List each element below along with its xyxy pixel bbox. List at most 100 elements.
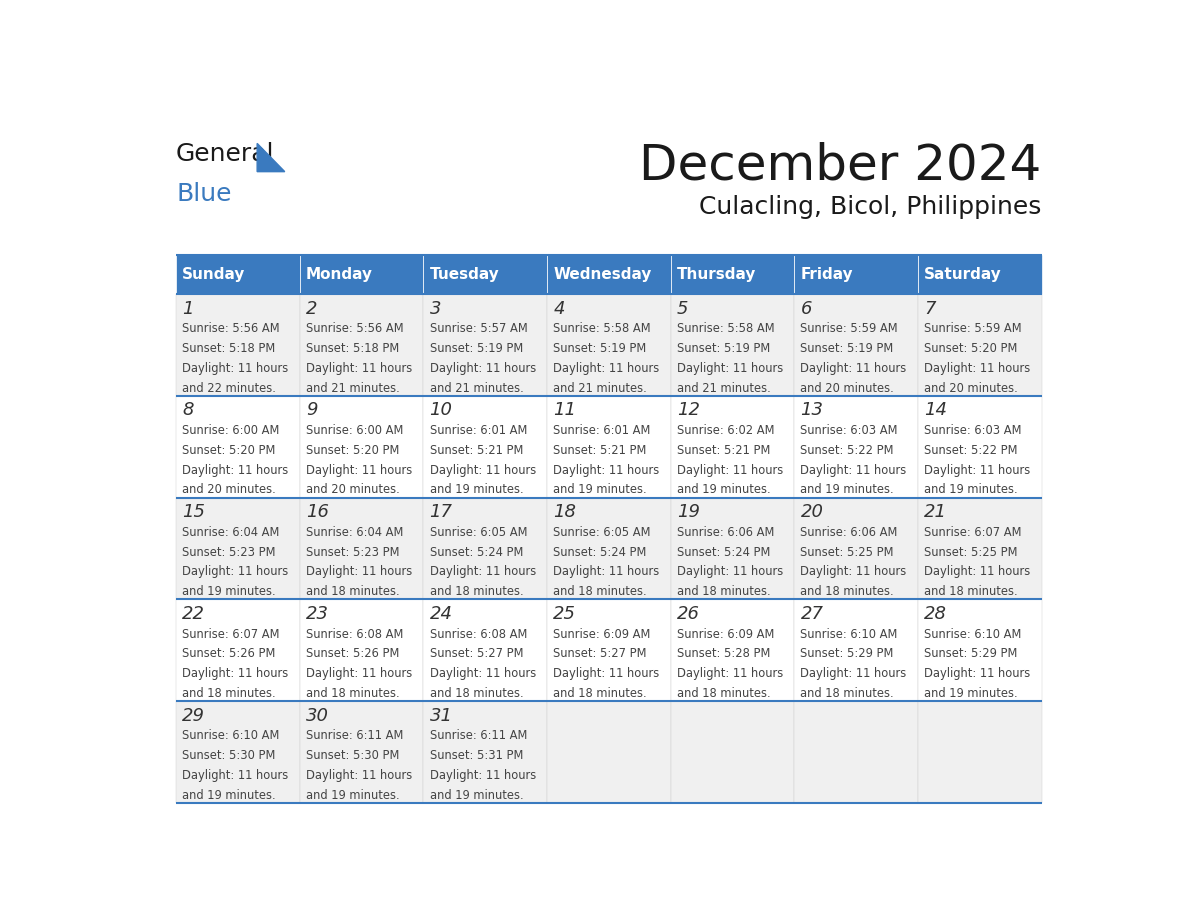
Text: and 18 minutes.: and 18 minutes.: [307, 585, 399, 599]
Text: 6: 6: [801, 299, 811, 318]
Text: Daylight: 11 hours: Daylight: 11 hours: [677, 464, 783, 476]
Text: Sunset: 5:18 PM: Sunset: 5:18 PM: [182, 342, 276, 355]
Text: Daylight: 11 hours: Daylight: 11 hours: [924, 464, 1030, 476]
Bar: [795, 498, 918, 599]
Bar: [423, 701, 546, 803]
Text: 20: 20: [801, 503, 823, 521]
Text: 13: 13: [801, 401, 823, 420]
Text: Daylight: 11 hours: Daylight: 11 hours: [307, 565, 412, 578]
Text: 28: 28: [924, 605, 947, 623]
Bar: [176, 701, 299, 803]
Text: 3: 3: [430, 299, 441, 318]
Bar: [918, 498, 1042, 599]
Bar: [546, 599, 671, 701]
Text: Sunrise: 6:03 AM: Sunrise: 6:03 AM: [924, 424, 1022, 437]
Bar: [299, 396, 423, 498]
Text: and 20 minutes.: and 20 minutes.: [307, 484, 399, 497]
Bar: [176, 294, 299, 396]
Text: Sunrise: 6:09 AM: Sunrise: 6:09 AM: [677, 628, 775, 641]
Text: Sunset: 5:30 PM: Sunset: 5:30 PM: [182, 749, 276, 762]
Text: Sunset: 5:31 PM: Sunset: 5:31 PM: [430, 749, 523, 762]
Text: Daylight: 11 hours: Daylight: 11 hours: [677, 362, 783, 375]
Text: Sunset: 5:23 PM: Sunset: 5:23 PM: [307, 545, 399, 558]
Text: 4: 4: [554, 299, 564, 318]
Text: Sunset: 5:19 PM: Sunset: 5:19 PM: [801, 342, 893, 355]
Text: and 19 minutes.: and 19 minutes.: [430, 789, 523, 801]
Text: 19: 19: [677, 503, 700, 521]
Text: Sunrise: 6:01 AM: Sunrise: 6:01 AM: [430, 424, 527, 437]
Bar: [795, 396, 918, 498]
Text: Daylight: 11 hours: Daylight: 11 hours: [307, 362, 412, 375]
Text: Sunrise: 6:08 AM: Sunrise: 6:08 AM: [307, 628, 403, 641]
Text: Sunrise: 6:05 AM: Sunrise: 6:05 AM: [430, 526, 527, 539]
Text: Sunrise: 6:07 AM: Sunrise: 6:07 AM: [182, 628, 280, 641]
Text: 12: 12: [677, 401, 700, 420]
Text: 7: 7: [924, 299, 936, 318]
Text: Daylight: 11 hours: Daylight: 11 hours: [554, 464, 659, 476]
Text: and 18 minutes.: and 18 minutes.: [430, 687, 523, 700]
Text: Sunrise: 6:10 AM: Sunrise: 6:10 AM: [924, 628, 1022, 641]
Text: 27: 27: [801, 605, 823, 623]
Text: Saturday: Saturday: [924, 267, 1001, 282]
Text: Sunrise: 5:59 AM: Sunrise: 5:59 AM: [801, 322, 898, 335]
Text: Sunrise: 6:00 AM: Sunrise: 6:00 AM: [182, 424, 279, 437]
Bar: [671, 396, 795, 498]
Text: Thursday: Thursday: [677, 267, 757, 282]
Text: Sunset: 5:20 PM: Sunset: 5:20 PM: [182, 443, 276, 457]
Text: and 19 minutes.: and 19 minutes.: [677, 484, 771, 497]
Bar: [423, 599, 546, 701]
Text: Sunrise: 6:00 AM: Sunrise: 6:00 AM: [307, 424, 403, 437]
Bar: [423, 498, 546, 599]
Text: Daylight: 11 hours: Daylight: 11 hours: [801, 667, 906, 680]
Text: Sunset: 5:29 PM: Sunset: 5:29 PM: [801, 647, 893, 660]
Text: Sunrise: 6:11 AM: Sunrise: 6:11 AM: [430, 730, 527, 743]
Text: Daylight: 11 hours: Daylight: 11 hours: [801, 464, 906, 476]
Text: Friday: Friday: [801, 267, 853, 282]
Bar: [423, 294, 546, 396]
Text: and 18 minutes.: and 18 minutes.: [677, 687, 771, 700]
Text: Sunset: 5:18 PM: Sunset: 5:18 PM: [307, 342, 399, 355]
Text: Daylight: 11 hours: Daylight: 11 hours: [182, 565, 289, 578]
Text: Daylight: 11 hours: Daylight: 11 hours: [430, 565, 536, 578]
Text: Sunset: 5:19 PM: Sunset: 5:19 PM: [677, 342, 770, 355]
Text: 29: 29: [182, 707, 206, 724]
Text: Sunrise: 5:56 AM: Sunrise: 5:56 AM: [307, 322, 404, 335]
Text: Sunset: 5:29 PM: Sunset: 5:29 PM: [924, 647, 1017, 660]
Bar: [546, 396, 671, 498]
Text: and 18 minutes.: and 18 minutes.: [307, 687, 399, 700]
Text: Sunset: 5:24 PM: Sunset: 5:24 PM: [554, 545, 646, 558]
Text: Sunday: Sunday: [182, 267, 246, 282]
Text: 16: 16: [307, 503, 329, 521]
Text: and 19 minutes.: and 19 minutes.: [307, 789, 399, 801]
Text: 22: 22: [182, 605, 206, 623]
Text: and 21 minutes.: and 21 minutes.: [430, 382, 524, 395]
Text: 24: 24: [430, 605, 453, 623]
Text: and 21 minutes.: and 21 minutes.: [307, 382, 399, 395]
Text: and 20 minutes.: and 20 minutes.: [801, 382, 895, 395]
Text: General: General: [176, 142, 274, 166]
Bar: [546, 255, 671, 294]
Text: Sunrise: 5:58 AM: Sunrise: 5:58 AM: [677, 322, 775, 335]
Text: and 19 minutes.: and 19 minutes.: [924, 484, 1018, 497]
Text: Sunset: 5:21 PM: Sunset: 5:21 PM: [677, 443, 770, 457]
Text: Tuesday: Tuesday: [430, 267, 499, 282]
Text: Sunset: 5:23 PM: Sunset: 5:23 PM: [182, 545, 276, 558]
Text: and 20 minutes.: and 20 minutes.: [924, 382, 1018, 395]
Text: 17: 17: [430, 503, 453, 521]
Text: Sunset: 5:27 PM: Sunset: 5:27 PM: [430, 647, 523, 660]
Text: Sunset: 5:26 PM: Sunset: 5:26 PM: [307, 647, 399, 660]
Bar: [299, 255, 423, 294]
Text: 31: 31: [430, 707, 453, 724]
Bar: [671, 599, 795, 701]
Text: and 18 minutes.: and 18 minutes.: [677, 585, 771, 599]
Bar: [423, 396, 546, 498]
Text: and 19 minutes.: and 19 minutes.: [924, 687, 1018, 700]
Text: 30: 30: [307, 707, 329, 724]
Text: 25: 25: [554, 605, 576, 623]
Text: Sunrise: 6:05 AM: Sunrise: 6:05 AM: [554, 526, 651, 539]
Polygon shape: [257, 143, 285, 172]
Bar: [299, 599, 423, 701]
Text: and 18 minutes.: and 18 minutes.: [430, 585, 523, 599]
Bar: [671, 701, 795, 803]
Bar: [671, 255, 795, 294]
